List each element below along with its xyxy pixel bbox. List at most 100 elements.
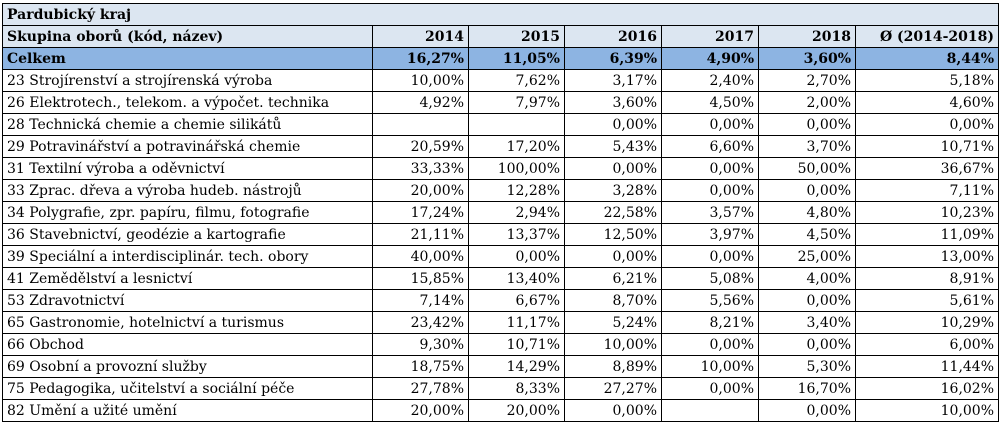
table-cell: 23,42% xyxy=(372,311,469,334)
table-cell: 2,40% xyxy=(661,69,759,92)
table-row: 41 Zemědělství a lesnictví 15,85% 13,40% 6,… xyxy=(2,267,1000,290)
table-cell: 0,00% xyxy=(758,113,856,136)
table-cell: 18,75% xyxy=(372,355,469,378)
table-cell: 0,00% xyxy=(661,179,759,202)
table-cell: 14,29% xyxy=(468,355,565,378)
table-cell: 10,71% xyxy=(854,135,1000,158)
table-cell: 10,00% xyxy=(564,333,662,356)
table-cell: 8,89% xyxy=(564,355,662,378)
table-cell: 4,80% xyxy=(758,201,856,224)
column-header: Skupina oborů (kód, název) xyxy=(2,25,373,48)
table-cell: 20,00% xyxy=(468,399,565,422)
table-cell: 0,00% xyxy=(468,245,565,268)
column-header: 2014 xyxy=(372,25,469,48)
table-cell: 5,18% xyxy=(854,69,1000,92)
table-row: 28 Technická chemie a chemie silikátů 0,0… xyxy=(2,113,1000,136)
table-cell xyxy=(661,399,759,422)
table-cell: 11,17% xyxy=(468,311,565,334)
row-label: 66 Obchod xyxy=(2,333,373,356)
row-label: 29 Potravinářství a potravinářská chemie xyxy=(2,135,373,158)
table-cell: 5,24% xyxy=(564,311,662,334)
table-cell: 0,00% xyxy=(564,113,662,136)
table-cell: 4,00% xyxy=(758,267,856,290)
row-label: 36 Stavebnictví, geodézie a kartografie xyxy=(2,223,373,246)
table-cell: 0,00% xyxy=(564,245,662,268)
table-cell: 2,00% xyxy=(758,91,856,114)
table-cell: 0,00% xyxy=(661,157,759,180)
row-label: 53 Zdravotnictví xyxy=(2,289,373,312)
table-row: 23 Strojírenství a strojírenská výroba 10… xyxy=(2,69,1000,92)
column-header: 2017 xyxy=(661,25,759,48)
table-cell: 40,00% xyxy=(372,245,469,268)
table-title-row: Pardubický kraj xyxy=(1,3,1000,26)
table-cell: 6,60% xyxy=(661,135,759,158)
table-cell: 8,70% xyxy=(564,289,662,312)
table-cell: 16,02% xyxy=(854,377,1000,400)
table-cell: 6,67% xyxy=(468,289,565,312)
table-cell: 17,20% xyxy=(468,135,565,158)
table-cell: 4,92% xyxy=(372,91,469,114)
table-cell: 16,70% xyxy=(758,377,856,400)
table-row: 65 Gastronomie, hotelnictví a turismus 23… xyxy=(2,311,1000,334)
row-label: 69 Osobní a provozní služby xyxy=(2,355,373,378)
total-cell: 6,39% xyxy=(564,47,662,70)
table-cell: 2,70% xyxy=(758,69,856,92)
total-cell: 8,44% xyxy=(854,47,1000,70)
table-row: 33 Zprac. dřeva a výroba hudeb. nástrojů… xyxy=(2,179,1000,202)
table-cell: 0,00% xyxy=(758,333,856,356)
table-cell: 5,08% xyxy=(661,267,759,290)
table-cell: 3,70% xyxy=(758,135,856,158)
table-cell: 8,33% xyxy=(468,377,565,400)
total-label: Celkem xyxy=(2,47,373,70)
table-cell: 0,00% xyxy=(758,179,856,202)
table-cell: 4,50% xyxy=(661,91,759,114)
table-cell: 6,21% xyxy=(564,267,662,290)
table-cell: 5,43% xyxy=(564,135,662,158)
row-label: 23 Strojírenství a strojírenská výroba xyxy=(2,69,373,92)
table-cell: 5,30% xyxy=(758,355,856,378)
total-cell: 3,60% xyxy=(758,47,856,70)
table-cell: 15,85% xyxy=(372,267,469,290)
table-cell: 10,23% xyxy=(854,201,1000,224)
row-label: 82 Umění a užité umění xyxy=(2,399,373,422)
table-cell: 8,91% xyxy=(854,267,1000,290)
table-cell: 5,56% xyxy=(661,289,759,312)
row-label: 41 Zemědělství a lesnictví xyxy=(2,267,373,290)
column-header: 2016 xyxy=(564,25,662,48)
table-cell: 4,50% xyxy=(758,223,856,246)
table-cell: 10,00% xyxy=(661,355,759,378)
table-row: 53 Zdravotnictví 7,14% 6,67% 8,70% 5,56% 0,00… xyxy=(2,289,1000,312)
table-header-row: Skupina oborů (kód, název) 2014 2015 201… xyxy=(2,25,1000,48)
table-cell: 0,00% xyxy=(564,157,662,180)
table-cell: 6,00% xyxy=(854,333,1000,356)
table-cell: 25,00% xyxy=(758,245,856,268)
row-label: 33 Zprac. dřeva a výroba hudeb. nástrojů xyxy=(2,179,373,202)
table-cell: 20,00% xyxy=(372,399,469,422)
data-table: Pardubický kraj Skupina oborů (kód, náze… xyxy=(1,3,1000,422)
row-label: 26 Elektrotech., telekom. a výpočet. tec… xyxy=(2,91,373,114)
table-cell: 21,11% xyxy=(372,223,469,246)
data-table-container: Pardubický kraj Skupina oborů (kód, náze… xyxy=(1,3,1000,422)
table-row: 26 Elektrotech., telekom. a výpočet. tec… xyxy=(2,91,1000,114)
total-row: Celkem 16,27% 11,05% 6,39% 4,90% 3,60% 8… xyxy=(2,47,1000,70)
table-cell: 3,57% xyxy=(661,201,759,224)
table-row: 31 Textilní výroba a oděvnictví 33,33% 100… xyxy=(2,157,1000,180)
table-row: 75 Pedagogika, učitelství a sociální péč… xyxy=(2,377,1000,400)
table-cell: 7,97% xyxy=(468,91,565,114)
table-cell: 3,60% xyxy=(564,91,662,114)
table-cell: 13,40% xyxy=(468,267,565,290)
table-cell: 10,00% xyxy=(854,399,1000,422)
table-cell: 11,44% xyxy=(854,355,1000,378)
row-label: 28 Technická chemie a chemie silikátů xyxy=(2,113,373,136)
table-cell: 12,50% xyxy=(564,223,662,246)
table-cell: 3,97% xyxy=(661,223,759,246)
total-cell: 16,27% xyxy=(372,47,469,70)
table-cell: 4,60% xyxy=(854,91,1000,114)
table-cell: 7,11% xyxy=(854,179,1000,202)
table-cell: 17,24% xyxy=(372,201,469,224)
table-cell: 0,00% xyxy=(661,377,759,400)
table-cell: 5,61% xyxy=(854,289,1000,312)
row-label: 34 Polygrafie, zpr. papíru, filmu, fotog… xyxy=(2,201,373,224)
table-cell xyxy=(372,113,469,136)
table-title: Pardubický kraj xyxy=(1,3,1000,26)
